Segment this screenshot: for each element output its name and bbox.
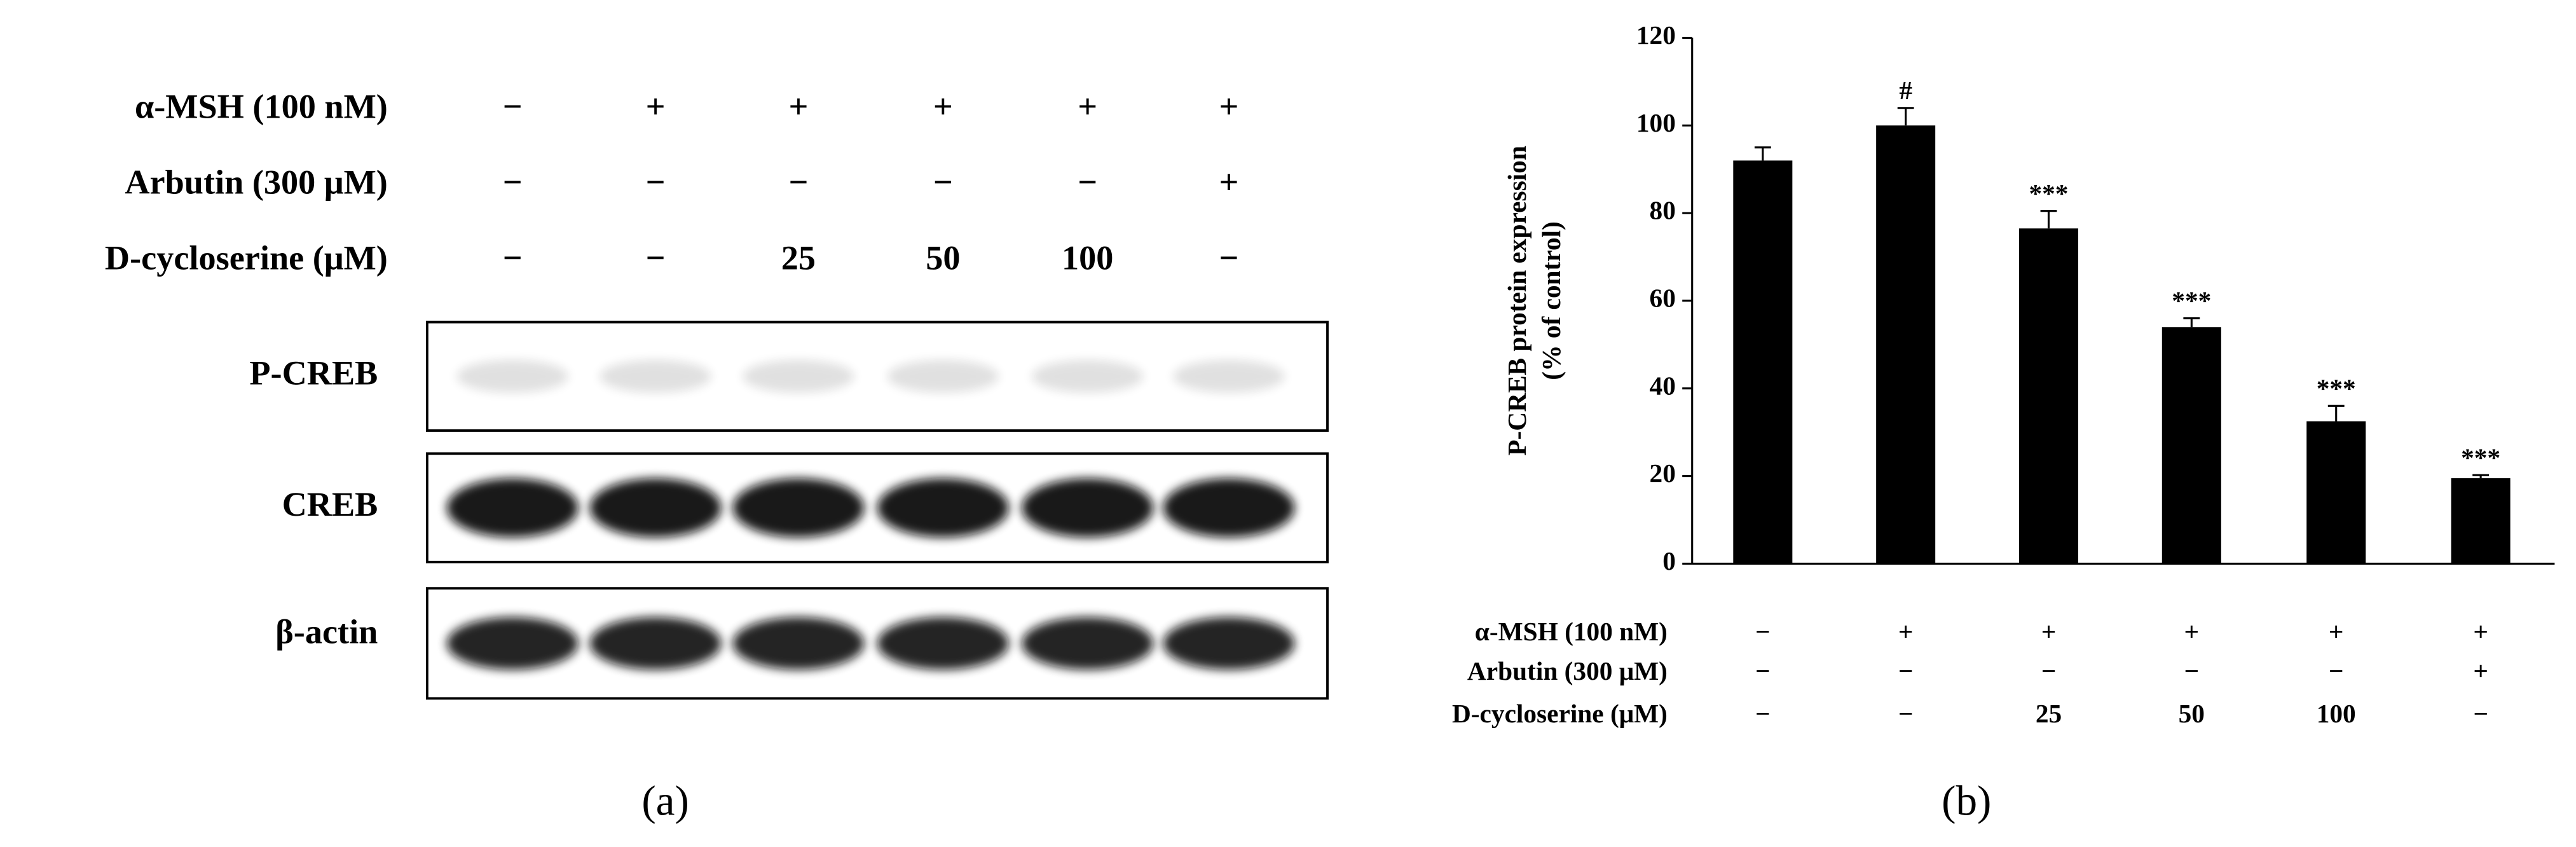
treatment-label: Arbutin (300 μM) — [125, 163, 388, 202]
treatment-value: 100 — [1062, 238, 1113, 277]
bar — [2451, 478, 2511, 564]
treatment-value: + — [1898, 617, 1914, 646]
band — [732, 617, 865, 670]
significance: *** — [2461, 443, 2500, 472]
treatment-value: + — [1078, 88, 1097, 126]
y-tick-label: 120 — [1636, 20, 1676, 50]
band — [1163, 617, 1295, 670]
y-axis-label: P-CREB protein expression — [1502, 146, 1531, 456]
treatment-value: 50 — [2179, 699, 2205, 728]
treatment-value: − — [1755, 699, 1771, 728]
panel-a: α-MSH (100 nM) − + + + + + Arbutin (300 μM) − − − −… — [105, 88, 1329, 825]
y-tick-label: 80 — [1650, 196, 1676, 225]
significance: *** — [2172, 286, 2211, 315]
bar — [2018, 228, 2078, 564]
band — [589, 617, 722, 670]
treatment-value: 25 — [2036, 699, 2062, 728]
band — [1022, 617, 1154, 670]
bar — [1733, 160, 1793, 564]
panel-b: 0 20 40 60 80 100 120 P-CREB protein expression… — [1452, 20, 2555, 825]
treatment-value: − — [1219, 238, 1239, 277]
band — [887, 359, 999, 393]
treatment-value: − — [1078, 163, 1097, 202]
treatment-value: − — [646, 163, 666, 202]
treatment-value: − — [1898, 699, 1914, 728]
y-axis-label: (% of control) — [1537, 221, 1566, 380]
band — [743, 359, 854, 393]
blot-label: CREB — [282, 485, 378, 523]
treatment-label: α-MSH (100 nM) — [1475, 617, 1668, 647]
treatment-value: − — [646, 238, 666, 277]
treatment-value: + — [2473, 617, 2488, 646]
significance: # — [1899, 76, 1912, 105]
significance: *** — [2317, 374, 2356, 403]
band — [589, 478, 722, 538]
blot-label: β-actin — [275, 612, 378, 651]
treatment-value: 25 — [781, 238, 816, 277]
treatment-value: + — [2329, 617, 2344, 646]
band — [446, 478, 579, 538]
treatment-value: − — [503, 88, 523, 126]
treatment-label: Arbutin (300 μM) — [1467, 656, 1668, 686]
treatment-value: 50 — [926, 238, 960, 277]
y-tick-label: 40 — [1650, 371, 1676, 400]
treatment-value: + — [933, 88, 953, 126]
treatment-value: 100 — [2317, 699, 2356, 728]
treatment-value: + — [646, 88, 666, 126]
band — [599, 359, 711, 393]
treatment-value: − — [2184, 656, 2200, 685]
treatment-value: − — [2329, 656, 2344, 685]
y-tick-label: 60 — [1650, 283, 1676, 312]
bar — [2162, 327, 2221, 564]
band — [877, 617, 1009, 670]
treatment-value: − — [503, 238, 523, 277]
treatment-value: + — [1219, 88, 1239, 126]
band — [1022, 478, 1154, 538]
treatment-value: − — [1755, 656, 1771, 685]
treatment-value: + — [1219, 163, 1239, 202]
panel-label: (b) — [1942, 777, 1991, 825]
treatment-value: − — [933, 163, 953, 202]
band — [456, 359, 569, 393]
treatment-value: + — [788, 88, 808, 126]
y-tick-label: 100 — [1636, 108, 1676, 137]
treatment-value: − — [2473, 699, 2488, 728]
treatment-value: − — [1898, 656, 1914, 685]
treatment-label: D-cycloserine (μM) — [1452, 699, 1668, 729]
treatment-value: − — [503, 163, 523, 202]
band — [1031, 359, 1144, 393]
blot-label: P-CREB — [249, 354, 378, 392]
treatment-value: + — [2041, 617, 2057, 646]
band — [1163, 478, 1295, 538]
treatment-value: − — [788, 163, 808, 202]
significance: *** — [2029, 179, 2068, 208]
band — [1173, 359, 1285, 393]
treatment-label: α-MSH (100 nM) — [135, 88, 388, 126]
treatment-value: − — [2041, 656, 2057, 685]
panel-label: (a) — [641, 777, 689, 825]
y-tick-label: 20 — [1650, 458, 1676, 488]
treatment-label: D-cycloserine (μM) — [105, 238, 388, 277]
band — [877, 478, 1009, 538]
band — [446, 617, 579, 670]
treatment-value: + — [2184, 617, 2200, 646]
bar — [2306, 421, 2366, 564]
bar — [1876, 125, 1936, 564]
y-tick-label: 0 — [1662, 546, 1676, 575]
treatment-value: − — [1755, 617, 1771, 646]
treatment-value: + — [2473, 656, 2488, 685]
band — [732, 478, 865, 538]
